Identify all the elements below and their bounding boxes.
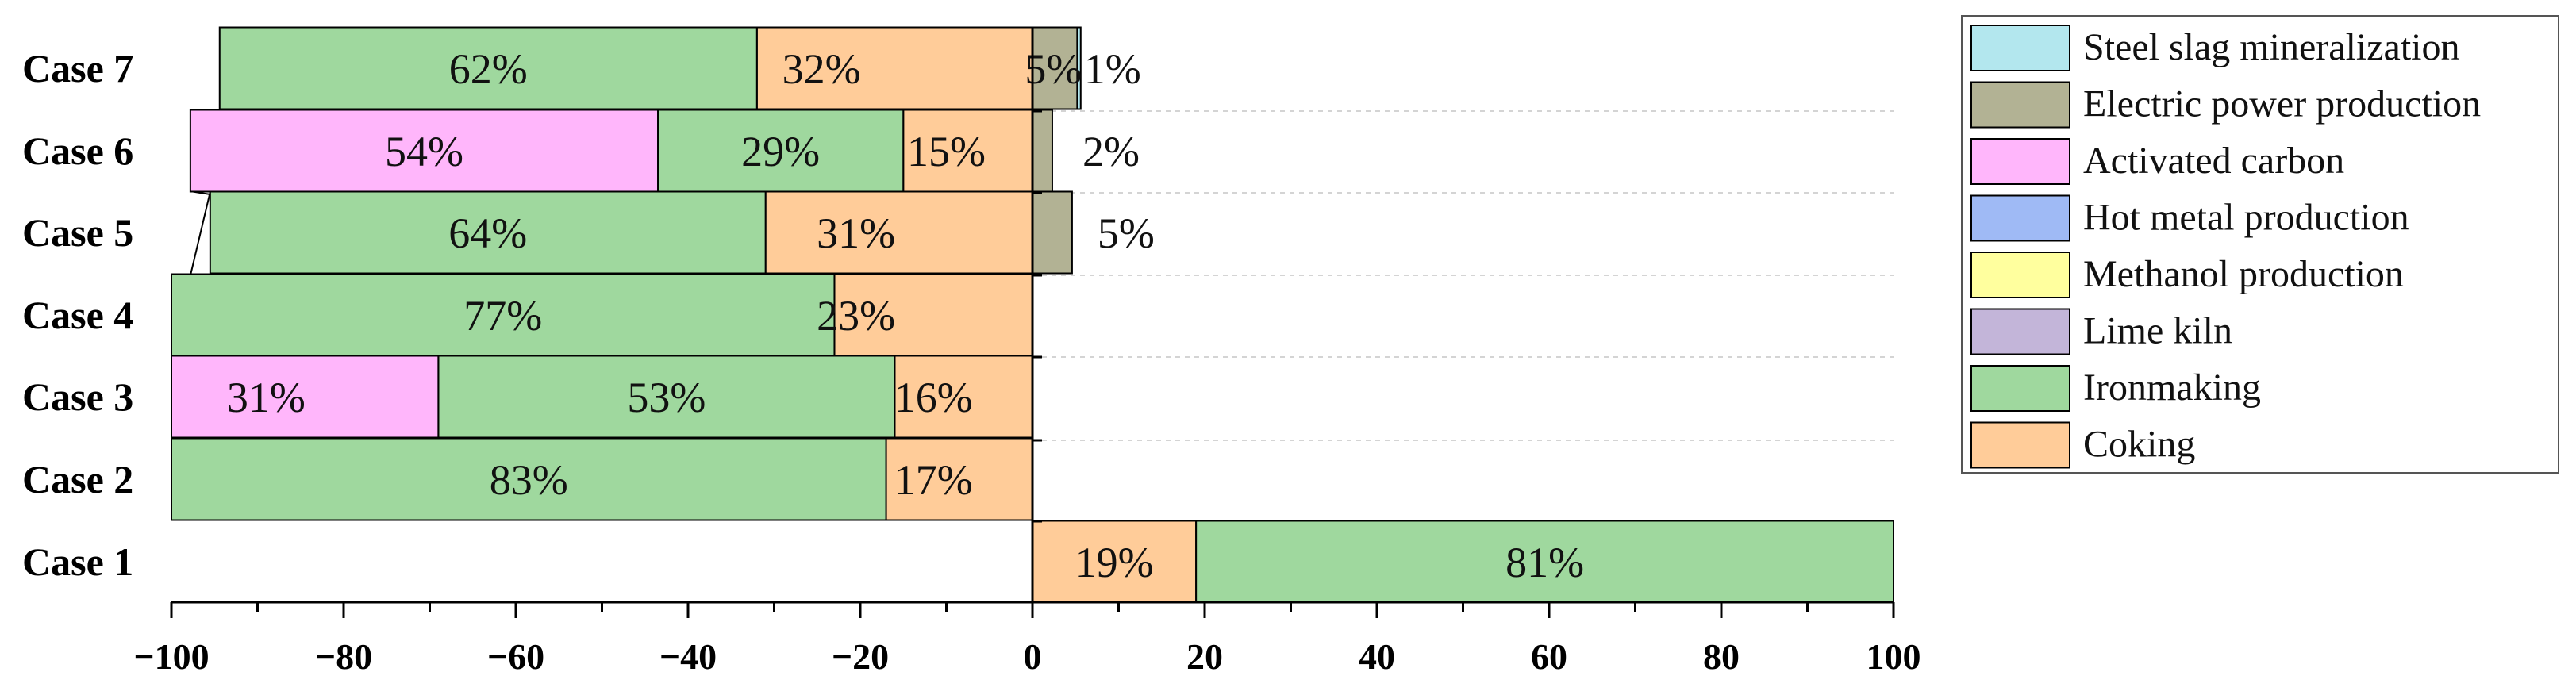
bar-labels: 19% 81% 17% 83% 16% 53% 31% 23% 77% 31% 64% 5% 15% 29… <box>227 45 1584 586</box>
grid-lines <box>1032 110 1894 522</box>
x-tick-label: 80 <box>1703 636 1740 677</box>
bar-label: 23% <box>817 292 895 340</box>
bar-label: 29% <box>741 128 820 175</box>
bar-label: 5% <box>1025 45 1082 93</box>
bar-label: 77% <box>463 292 542 340</box>
x-tick-label: 0 <box>1024 636 1042 677</box>
bar-case-6-electric-power-production <box>1032 109 1053 193</box>
bar-case-4-coking <box>833 273 1033 357</box>
bar-label: 2% <box>1082 128 1140 175</box>
legend-label-coking: Coking <box>2083 424 2195 466</box>
category-label: Case 3 <box>22 374 133 419</box>
bar-case-7-ironmaking <box>218 26 758 110</box>
legend-swatch-methanol-production <box>1970 252 2070 298</box>
legend-label-activated-carbon: Activated carbon <box>2083 140 2344 182</box>
x-tick-label: −20 <box>832 636 889 677</box>
x-tick-label: 20 <box>1186 636 1223 677</box>
legend: Steel slag mineralization Electric power … <box>1961 15 2559 474</box>
bar-label: 17% <box>894 456 973 504</box>
legend-swatch-coking <box>1970 421 2070 469</box>
x-tick-label: −80 <box>315 636 372 677</box>
bar-case-1-ironmaking <box>1195 520 1894 604</box>
bar-case-7-steel-slag-mineralization <box>1076 26 1082 110</box>
x-ticks: −100 −80 −60 −40 −20 0 20 40 60 80 100 <box>133 602 1921 677</box>
legend-swatch-steel-slag-mineralization <box>1970 25 2070 71</box>
category-label: Case 5 <box>22 210 133 255</box>
bar-case-6-activated-carbon <box>189 109 659 193</box>
bar-label: 31% <box>227 374 306 421</box>
bar-label: 53% <box>627 374 706 421</box>
category-label: Case 1 <box>22 539 133 584</box>
bar-label: 64% <box>448 209 527 257</box>
bar-label: 19% <box>1075 539 1154 586</box>
x-tick-label: −60 <box>487 636 544 677</box>
x-tick-label: −40 <box>659 636 717 677</box>
bar-label: 81% <box>1505 539 1584 586</box>
bar-label: 83% <box>490 456 568 504</box>
bar-case-7-electric-power-production <box>1032 26 1078 110</box>
category-label: Case 2 <box>22 457 133 501</box>
bar-case-7-coking <box>755 26 1033 110</box>
bar-label: 5% <box>1098 209 1155 257</box>
bar-label: 1% <box>1084 45 1141 93</box>
legend-label-electric-power-production: Electric power production <box>2083 83 2481 125</box>
legend-label-steel-slag-mineralization: Steel slag mineralization <box>2083 26 2460 68</box>
legend-swatch-ironmaking <box>1970 365 2070 412</box>
legend-label-methanol-production: Methanol production <box>2083 253 2404 295</box>
category-label: Case 6 <box>22 129 133 173</box>
category-labels: Case 1 Case 2 Case 3 Case 4 Case 5 Case 6 Case… <box>22 46 133 584</box>
x-tick-label: −100 <box>133 636 209 677</box>
x-tick-label: 40 <box>1359 636 1395 677</box>
legend-label-lime-kiln: Lime kiln <box>2083 310 2232 352</box>
legend-swatch-activated-carbon <box>1970 138 2070 185</box>
bar-case-5-ironmaking <box>209 190 767 275</box>
bar-case-5-coking <box>764 190 1034 275</box>
bar-label: 16% <box>894 374 973 421</box>
category-label: Case 7 <box>22 46 133 90</box>
bar-label: 31% <box>817 209 895 257</box>
legend-swatch-hot-metal-production <box>1970 194 2070 242</box>
bars <box>171 26 1894 604</box>
bar-label: 54% <box>385 128 463 175</box>
legend-swatch-lime-kiln <box>1970 308 2070 355</box>
bar-case-5-electric-power-production <box>1032 190 1073 275</box>
bar-case-6-coking <box>902 109 1033 193</box>
bar-case-4-ironmaking <box>171 273 836 357</box>
bar-label: 62% <box>449 45 528 93</box>
bar-label: 32% <box>782 45 861 93</box>
x-tick-label: 100 <box>1867 636 1921 677</box>
legend-swatch-electric-power-production <box>1970 81 2070 129</box>
category-label: Case 4 <box>22 293 133 337</box>
bar-label: 15% <box>907 128 986 175</box>
bar-case-2-ironmaking <box>171 437 887 521</box>
legend-label-hot-metal-production: Hot metal production <box>2083 197 2409 239</box>
legend-label-ironmaking: Ironmaking <box>2083 367 2261 409</box>
x-tick-label: 60 <box>1531 636 1567 677</box>
